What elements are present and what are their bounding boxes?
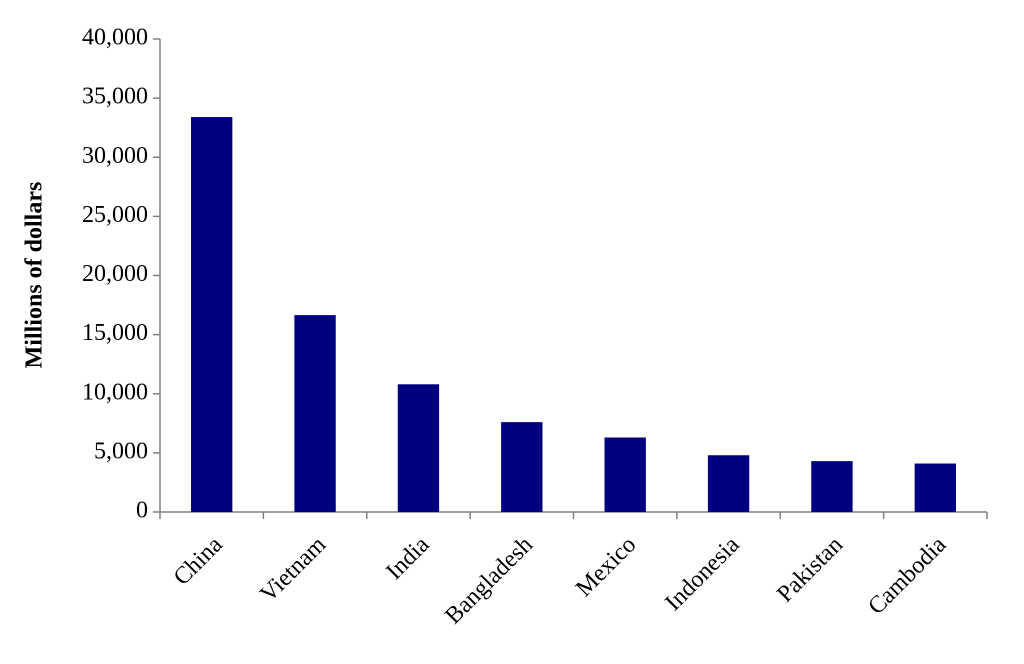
- x-tick-label: China: [169, 532, 228, 591]
- bar: [397, 384, 440, 512]
- y-tick-label: 35,000: [82, 84, 148, 110]
- y-tick-label: 25,000: [82, 202, 148, 228]
- x-tick-label: India: [381, 532, 435, 586]
- x-tick-label: Mexico: [571, 532, 641, 602]
- bar: [914, 463, 956, 512]
- y-tick-label: 40,000: [82, 25, 148, 51]
- x-tick-label: Vietnam: [255, 532, 331, 608]
- y-tick-label: 20,000: [82, 261, 148, 287]
- x-tick-label: Pakistan: [772, 532, 848, 608]
- y-axis-label: Millions of dollars: [22, 182, 48, 369]
- bar: [501, 422, 543, 512]
- y-tick-label: 30,000: [82, 143, 148, 169]
- bar: [191, 117, 233, 513]
- x-tick-label: Indonesia: [660, 532, 745, 617]
- bar: [811, 461, 853, 512]
- bar: [294, 315, 336, 512]
- x-tick-label: Bangladesh: [440, 532, 538, 630]
- bar: [707, 455, 750, 512]
- y-tick-label: 10,000: [82, 379, 148, 405]
- x-tick-label: Cambodia: [863, 532, 951, 620]
- y-tick-label: 0: [136, 498, 148, 524]
- y-tick-label: 15,000: [82, 320, 148, 346]
- bar: [604, 437, 646, 512]
- y-tick-label: 5,000: [94, 438, 148, 464]
